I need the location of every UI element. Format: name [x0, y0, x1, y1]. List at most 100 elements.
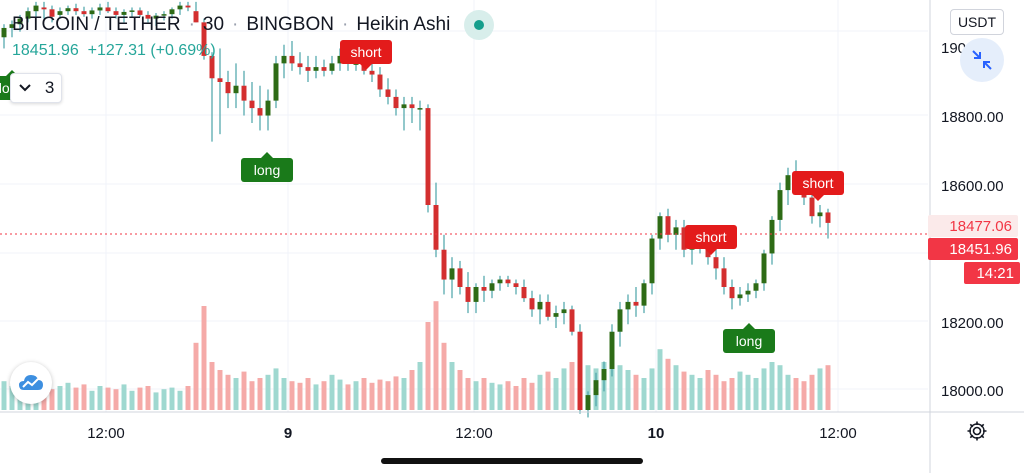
market-status-icon[interactable] [464, 10, 495, 40]
volume-bar [465, 378, 471, 410]
candle-body [721, 268, 727, 287]
signal-box [340, 40, 392, 64]
volume-bar [625, 370, 631, 410]
candle-body [785, 175, 791, 191]
volume-bar [345, 384, 351, 410]
candle-body [729, 287, 735, 299]
candle-body [649, 238, 655, 284]
volume-bar [289, 381, 295, 410]
currency-button[interactable]: USDT [950, 9, 1004, 35]
candle-body [273, 63, 279, 101]
volume-bar [313, 384, 319, 410]
volume-bar [825, 365, 831, 410]
candle-body [185, 5, 191, 8]
volume-bar [161, 389, 167, 410]
home-indicator[interactable] [381, 458, 643, 464]
volume-bar [769, 362, 775, 410]
chart-style-label[interactable]: Heikin Ashi [356, 14, 451, 35]
signal-box [241, 158, 293, 182]
volume-bar [713, 374, 719, 410]
candle-body [505, 279, 511, 284]
candle-body [569, 309, 575, 332]
candle-body [465, 287, 471, 302]
time-tick-label: 9 [284, 425, 292, 442]
volume-bar [681, 371, 687, 410]
price-marker-red: 18477.06 [928, 215, 1018, 237]
volume-bar [513, 386, 519, 410]
volume-bar [569, 362, 575, 410]
volume-bar [529, 382, 535, 410]
candle-body [369, 70, 375, 75]
volume-bar [497, 384, 503, 410]
candle-body [753, 283, 759, 291]
candle-body [537, 301, 543, 310]
volume-bar [401, 378, 407, 410]
candle-body [673, 227, 679, 235]
candle-body [321, 67, 327, 71]
candle-body [593, 380, 599, 396]
interval-label[interactable]: 30 [202, 14, 225, 35]
price-marker-red-bg [928, 215, 1018, 237]
volume-bar [633, 374, 639, 410]
volume-bar [521, 378, 527, 410]
candle-body [73, 8, 79, 12]
candle-body [241, 85, 247, 101]
candle-body [233, 85, 239, 94]
volume-bar [73, 387, 79, 410]
volume-bar [697, 378, 703, 410]
candle-body [449, 268, 455, 280]
signal-box [723, 329, 775, 353]
last-price: 18451.96 [12, 42, 79, 59]
signal-box [685, 225, 737, 249]
volume-bar [105, 387, 111, 410]
candle-body [521, 287, 527, 299]
indicator-legend-toggle[interactable]: 3 [10, 73, 62, 103]
price-change-line: 18451.96 +127.31 (+0.69%) [12, 42, 216, 60]
candle-body [817, 212, 823, 217]
tradingview-cloud-icon[interactable] [10, 362, 52, 404]
volume-bar [721, 381, 727, 410]
candle-body [313, 67, 319, 71]
signal-pointer [705, 249, 717, 255]
signal-box [792, 171, 844, 195]
candle-body [489, 283, 495, 291]
gear-icon[interactable] [964, 418, 990, 444]
collapse-arrows-icon[interactable] [960, 38, 1004, 82]
volume-bar [481, 378, 487, 410]
candle-body [81, 11, 87, 15]
volume-bar [337, 379, 343, 410]
chart-header: BITCOIN / TETHER · 30 · BINGBON · Heikin… [12, 10, 495, 40]
candle-body [97, 7, 103, 11]
candlesticks [1, 1, 831, 418]
volume-bar [193, 342, 199, 410]
candle-body [433, 205, 439, 250]
candle-body [809, 197, 815, 217]
candle-body [209, 55, 215, 79]
volume-bar [177, 390, 183, 410]
volume-bar [353, 381, 359, 410]
signal-short: short [340, 40, 392, 70]
candle-body [713, 257, 719, 269]
volume-bar [1, 381, 7, 410]
volume-bar [817, 368, 823, 410]
volume-bar [385, 381, 391, 410]
volume-bar [553, 378, 559, 410]
candle-body [289, 55, 295, 64]
volume-bar [241, 371, 247, 410]
chevron-down-icon [18, 84, 31, 92]
candle-body [585, 395, 591, 410]
candle-body [577, 331, 583, 410]
volume-bar [233, 378, 239, 410]
candle-body [297, 63, 303, 68]
signal-label: short [695, 229, 726, 245]
volume-bar [641, 378, 647, 410]
signal-short: short [792, 171, 844, 201]
volume-bar [137, 387, 143, 410]
signal-label: long [254, 162, 280, 178]
candle-body [545, 301, 551, 317]
candle-body [41, 7, 47, 10]
symbol-name[interactable]: BITCOIN / TETHER [12, 14, 181, 35]
volume-bar [665, 358, 671, 410]
candle-body [481, 287, 487, 291]
